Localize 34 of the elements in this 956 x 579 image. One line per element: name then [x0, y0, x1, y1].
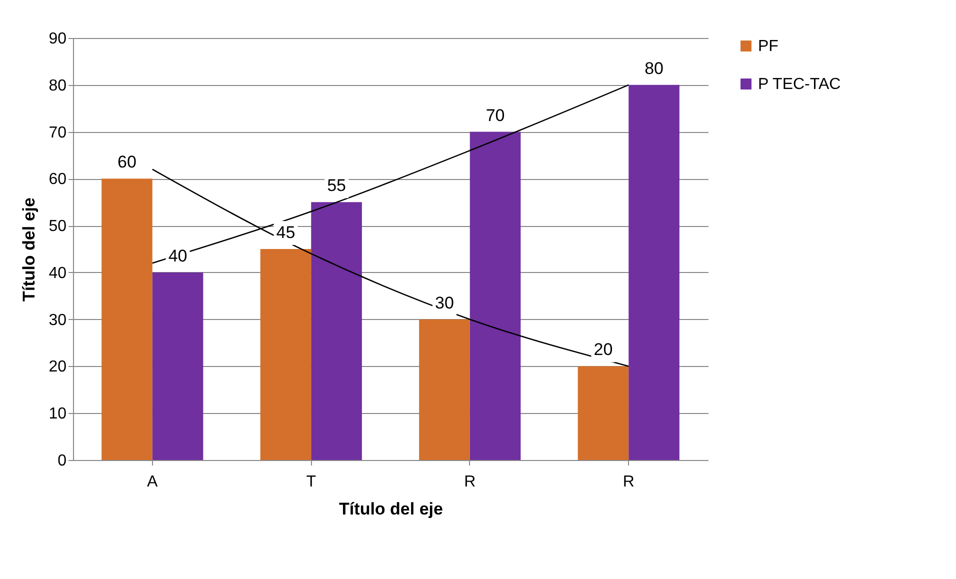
y-tick-label: 50	[48, 218, 67, 236]
y-tick-label: 30	[48, 312, 67, 329]
bar	[628, 84, 680, 460]
y-tick-label: 80	[48, 77, 67, 94]
data-label: 40	[168, 246, 188, 266]
data-label: 30	[435, 293, 454, 312]
x-tick-label: A	[147, 474, 158, 490]
bar	[311, 202, 362, 460]
y-tick-label: 20	[48, 358, 67, 376]
x-tick-label: T	[306, 474, 316, 490]
y-tick-label: 90	[48, 30, 67, 48]
bar	[260, 249, 312, 460]
y-tick-label: 60	[48, 171, 67, 188]
y-tick-label: 70	[48, 124, 67, 142]
bar	[419, 319, 470, 460]
legend-label: PF	[758, 38, 779, 55]
legend-label: P TEC-TAC	[758, 76, 841, 93]
x-tick-label: R	[622, 474, 634, 490]
data-label: 70	[486, 106, 505, 125]
bar	[470, 132, 521, 460]
data-label: 60	[118, 152, 136, 172]
data-label: 55	[327, 176, 346, 196]
y-tick-label: 10	[48, 406, 67, 423]
bar	[578, 366, 629, 460]
data-label: 80	[644, 58, 664, 78]
bar	[152, 272, 204, 460]
y-axis-title: Título del eje	[20, 198, 39, 302]
bar	[102, 178, 152, 460]
data-label: 20	[594, 340, 613, 360]
x-tick-label: R	[464, 474, 476, 490]
data-label: 45	[276, 223, 296, 242]
y-tick-label: 0	[58, 452, 67, 470]
x-axis-title: Título del eje	[339, 500, 443, 518]
y-tick-label: 40	[48, 264, 67, 282]
